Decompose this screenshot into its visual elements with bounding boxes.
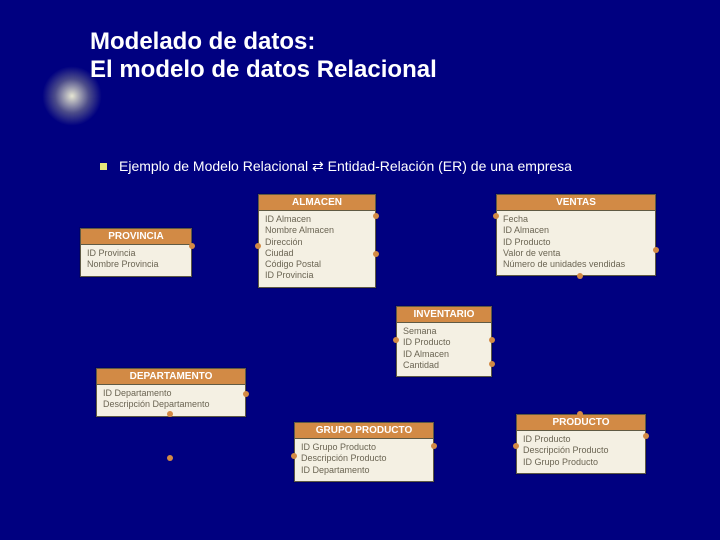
- relationship-connector-icon: [431, 443, 437, 449]
- relationship-connector-icon: [167, 411, 173, 417]
- bullet-item: Ejemplo de Modelo Relacional ⇄ Entidad-R…: [100, 158, 572, 175]
- entity-header: VENTAS: [497, 195, 655, 211]
- entity-attribute: ID Producto: [503, 237, 649, 248]
- entity-provincia: PROVINCIAID ProvinciaNombre Provincia: [80, 228, 192, 277]
- entity-attribute: Código Postal: [265, 259, 369, 270]
- entity-attribute: ID Almacen: [265, 214, 369, 225]
- entity-inventario: INVENTARIOSemanaID ProductoID AlmacenCan…: [396, 306, 492, 377]
- entity-attribute: ID Grupo Producto: [301, 442, 427, 453]
- entity-attribute: ID Producto: [403, 337, 485, 348]
- relationship-connector-icon: [643, 433, 649, 439]
- entity-attributes: ID ProductoDescripción ProductoID Grupo …: [517, 431, 645, 473]
- entity-attribute: Nombre Provincia: [87, 259, 185, 270]
- relationship-connector-icon: [489, 361, 495, 367]
- entity-header: GRUPO PRODUCTO: [295, 423, 433, 439]
- entity-header: ALMACEN: [259, 195, 375, 211]
- entity-attribute: ID Departamento: [301, 465, 427, 476]
- title-line-1: Modelado de datos:: [90, 28, 437, 56]
- entity-attribute: Semana: [403, 326, 485, 337]
- bullet-marker-icon: [100, 163, 107, 170]
- entity-attribute: ID Provincia: [87, 248, 185, 259]
- relationship-connector-icon: [489, 337, 495, 343]
- entity-attributes: ID ProvinciaNombre Provincia: [81, 245, 191, 276]
- relationship-connector-icon: [373, 251, 379, 257]
- relationship-connector-icon: [577, 273, 583, 279]
- entity-grupo_producto: GRUPO PRODUCTOID Grupo ProductoDescripci…: [294, 422, 434, 482]
- entity-attribute: ID Almacen: [503, 225, 649, 236]
- relationship-connector-icon: [577, 411, 583, 417]
- entity-producto: PRODUCTOID ProductoDescripción ProductoI…: [516, 414, 646, 474]
- entity-attributes: ID AlmacenNombre AlmacenDirecciónCiudadC…: [259, 211, 375, 287]
- relationship-connector-icon: [167, 455, 173, 461]
- entity-attribute: Descripción Producto: [301, 453, 427, 464]
- relationship-connector-icon: [243, 391, 249, 397]
- title-line-2: El modelo de datos Relacional: [90, 56, 437, 84]
- relationship-connector-icon: [393, 337, 399, 343]
- entity-header: INVENTARIO: [397, 307, 491, 323]
- bullet-text: Ejemplo de Modelo Relacional ⇄ Entidad-R…: [119, 158, 572, 175]
- relationship-connector-icon: [493, 213, 499, 219]
- entity-attribute: Dirección: [265, 237, 369, 248]
- entity-attribute: Fecha: [503, 214, 649, 225]
- slide-title: Modelado de datos: El modelo de datos Re…: [90, 28, 437, 85]
- relationship-connector-icon: [653, 247, 659, 253]
- entity-attribute: Descripción Departamento: [103, 399, 239, 410]
- entity-ventas: VENTASFechaID AlmacenID ProductoValor de…: [496, 194, 656, 276]
- relationship-connector-icon: [373, 213, 379, 219]
- entity-attribute: Número de unidades vendidas: [503, 259, 649, 270]
- relationship-connector-icon: [255, 243, 261, 249]
- er-diagram: PROVINCIAID ProvinciaNombre ProvinciaALM…: [80, 190, 660, 510]
- entity-attributes: FechaID AlmacenID ProductoValor de venta…: [497, 211, 655, 275]
- entity-attribute: Valor de venta: [503, 248, 649, 259]
- entity-attribute: ID Almacen: [403, 349, 485, 360]
- entity-attribute: ID Provincia: [265, 270, 369, 281]
- entity-almacen: ALMACENID AlmacenNombre AlmacenDirección…: [258, 194, 376, 288]
- entity-attribute: Ciudad: [265, 248, 369, 259]
- entity-attribute: Nombre Almacen: [265, 225, 369, 236]
- entity-attribute: ID Departamento: [103, 388, 239, 399]
- entity-attributes: SemanaID ProductoID AlmacenCantidad: [397, 323, 491, 376]
- entity-departamento: DEPARTAMENTO ID DepartamentoDescripción D…: [96, 368, 246, 417]
- entity-header: PRODUCTO: [517, 415, 645, 431]
- entity-attribute: ID Producto: [523, 434, 639, 445]
- relationship-connector-icon: [189, 243, 195, 249]
- relationship-connector-icon: [291, 453, 297, 459]
- entity-header: DEPARTAMENTO: [97, 369, 245, 385]
- entity-attributes: ID Grupo ProductoDescripción ProductoID …: [295, 439, 433, 481]
- entity-attribute: Cantidad: [403, 360, 485, 371]
- relationship-connector-icon: [513, 443, 519, 449]
- entity-attribute: ID Grupo Producto: [523, 457, 639, 468]
- entity-header: PROVINCIA: [81, 229, 191, 245]
- entity-attribute: Descripción Producto: [523, 445, 639, 456]
